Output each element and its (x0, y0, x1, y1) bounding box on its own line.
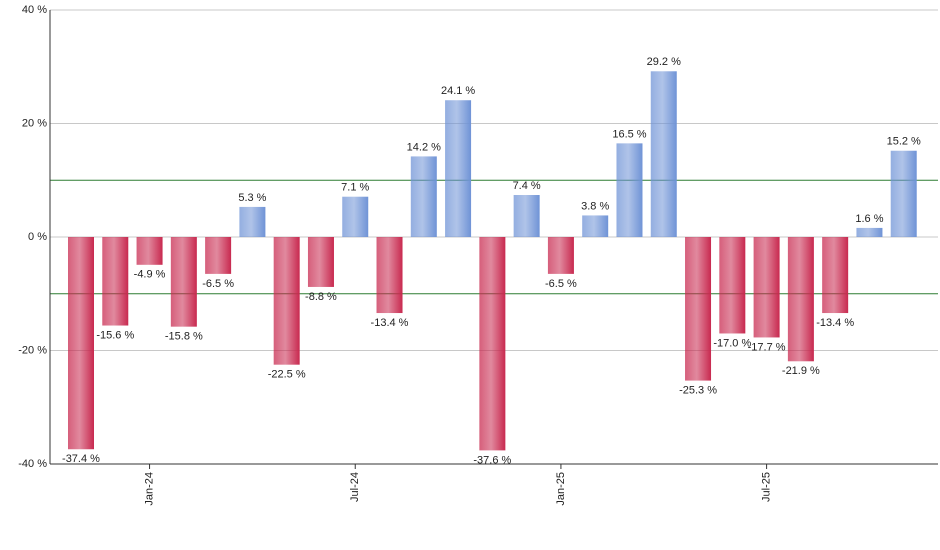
value-label: 16.5 % (612, 128, 646, 140)
bar (753, 237, 780, 338)
bar (513, 195, 540, 237)
bar (650, 71, 677, 237)
y-tick-label: 20 % (22, 117, 47, 129)
value-label: -13.4 % (371, 317, 409, 329)
bar (787, 237, 814, 362)
bar (479, 237, 506, 451)
value-label: -17.0 % (713, 337, 751, 349)
value-label: 15.2 % (887, 136, 921, 148)
bar (616, 143, 643, 237)
bar (719, 237, 746, 334)
value-label: 14.2 % (407, 141, 441, 153)
value-label: 1.6 % (855, 213, 883, 225)
bar (102, 237, 129, 326)
bar (342, 196, 369, 237)
bar (376, 237, 403, 314)
value-label: -15.8 % (165, 331, 203, 343)
value-label: -4.9 % (134, 269, 166, 281)
bar (273, 237, 300, 365)
bar (239, 206, 266, 237)
y-tick-label: 0 % (28, 231, 47, 243)
y-tick-label: -20 % (18, 344, 47, 356)
value-label: 29.2 % (647, 56, 681, 68)
value-label: -17.7 % (748, 341, 786, 353)
x-tick-label: Jan-25 (555, 472, 567, 506)
bar (170, 237, 197, 327)
value-label: -22.5 % (268, 369, 306, 381)
x-tick-label: Jul-24 (349, 472, 361, 502)
bar (856, 227, 883, 237)
bar (68, 237, 94, 450)
value-label: -37.4 % (62, 453, 100, 465)
y-tick-label: -40 % (18, 458, 47, 470)
value-label: -6.5 % (202, 278, 234, 290)
y-tick-label: 40 % (22, 4, 47, 16)
bar (685, 237, 712, 381)
value-label: -37.6 % (473, 454, 511, 466)
bar (822, 237, 849, 314)
value-label: -8.8 % (305, 291, 337, 303)
value-label: -15.6 % (96, 329, 134, 341)
value-label: -25.3 % (679, 384, 717, 396)
value-label: -13.4 % (816, 317, 854, 329)
value-label: 7.1 % (341, 182, 369, 194)
value-label: -6.5 % (545, 278, 577, 290)
bar (582, 215, 609, 237)
x-tick-label: Jan-24 (143, 472, 155, 506)
x-tick-label: Jul-25 (761, 472, 773, 502)
value-label: 7.4 % (513, 180, 541, 192)
value-label: 24.1 % (441, 85, 475, 97)
bar (547, 237, 574, 274)
value-label: 3.8 % (581, 200, 609, 212)
bar (205, 237, 232, 274)
bar (136, 237, 163, 265)
bar (890, 150, 917, 237)
bar (307, 237, 334, 287)
value-label: 5.3 % (238, 192, 266, 204)
bar (410, 156, 437, 237)
bar (445, 100, 472, 237)
value-label: -21.9 % (782, 365, 820, 377)
